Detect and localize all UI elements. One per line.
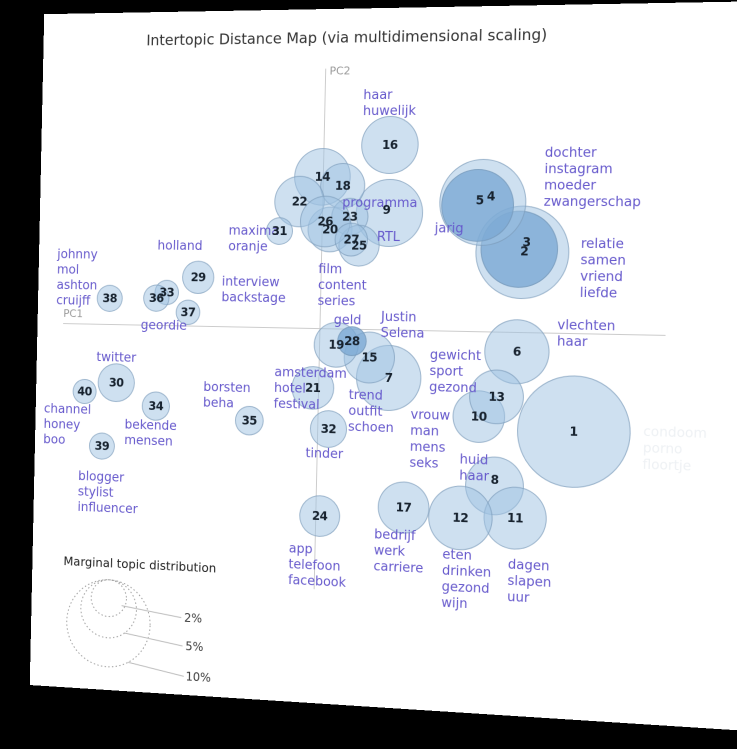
topic-number-22: 22 — [291, 194, 308, 209]
topic-number-11: 11 — [506, 510, 524, 526]
legend-size-5pct: 5% — [185, 639, 204, 655]
topic-number-38: 38 — [102, 291, 118, 306]
topic-number-39: 39 — [94, 439, 110, 454]
topic-number-15: 15 — [361, 350, 378, 365]
topic-number-9: 9 — [382, 202, 391, 217]
topic-number-13: 13 — [488, 389, 505, 405]
topic-number-34: 34 — [148, 399, 164, 414]
topic-numbers-layer: 1 2 3 4 5 6 7 8 9 10 11 12 13 14 15 16 17 18 19 20 21 22 23 24 2… — [30, 1, 737, 732]
topic-number-6: 6 — [512, 344, 521, 359]
topic-number-28: 28 — [344, 334, 360, 349]
topic-number-19: 19 — [328, 337, 345, 352]
topic-number-23: 23 — [341, 209, 358, 224]
topic-number-37: 37 — [180, 305, 196, 320]
topic-number-1: 1 — [569, 424, 578, 439]
topic-number-26: 26 — [317, 214, 334, 229]
topic-number-29: 29 — [190, 270, 206, 285]
topic-number-12: 12 — [452, 510, 469, 526]
topic-number-8: 8 — [490, 472, 499, 488]
topic-number-17: 17 — [395, 500, 412, 515]
topic-number-32: 32 — [320, 421, 337, 437]
chart-canvas: Intertopic Distance Map (via multidimens… — [29, 0, 737, 733]
topic-number-27: 27 — [343, 232, 360, 247]
topic-number-7: 7 — [384, 370, 393, 386]
legend-size-2pct: 2% — [183, 610, 203, 626]
topic-number-36: 36 — [148, 291, 164, 306]
topic-number-21: 21 — [304, 380, 321, 396]
topic-number-31: 31 — [271, 224, 288, 239]
topic-number-10: 10 — [470, 409, 487, 424]
topic-number-18: 18 — [334, 178, 351, 193]
topic-number-40: 40 — [77, 384, 92, 399]
topic-number-5: 5 — [475, 193, 484, 208]
topic-number-14: 14 — [314, 169, 331, 184]
topic-number-30: 30 — [108, 375, 124, 390]
legend-size-10pct: 10% — [185, 669, 212, 685]
topic-number-3: 3 — [522, 235, 531, 250]
topic-number-4: 4 — [486, 189, 495, 204]
topic-number-16: 16 — [381, 137, 398, 152]
topic-number-35: 35 — [241, 413, 257, 428]
topic-number-24: 24 — [311, 508, 328, 524]
